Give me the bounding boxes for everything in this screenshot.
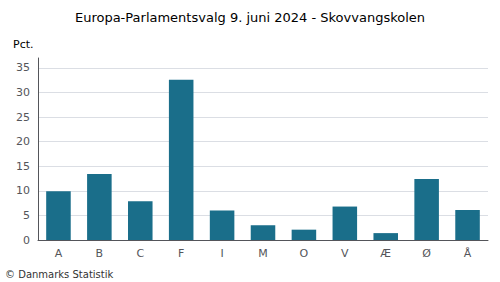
svg-text:0: 0 xyxy=(23,234,30,247)
svg-text:5: 5 xyxy=(23,209,30,222)
svg-text:F: F xyxy=(178,247,184,260)
svg-text:M: M xyxy=(258,247,268,260)
svg-text:20: 20 xyxy=(16,135,30,148)
svg-text:C: C xyxy=(136,247,144,260)
svg-text:25: 25 xyxy=(16,111,30,124)
svg-text:Å: Å xyxy=(464,247,472,260)
svg-text:O: O xyxy=(300,247,309,260)
svg-text:Æ: Æ xyxy=(380,247,391,260)
svg-text:10: 10 xyxy=(16,184,30,197)
svg-text:A: A xyxy=(55,247,63,260)
svg-text:© Danmarks Statistik: © Danmarks Statistik xyxy=(5,269,114,280)
svg-text:B: B xyxy=(96,247,104,260)
svg-text:Pct.: Pct. xyxy=(13,38,34,51)
svg-text:Ø: Ø xyxy=(422,247,431,260)
svg-text:35: 35 xyxy=(16,61,30,74)
svg-text:Europa-Parlamentsvalg 9. juni: Europa-Parlamentsvalg 9. juni 2024 - Sko… xyxy=(75,10,425,25)
svg-text:30: 30 xyxy=(16,86,30,99)
svg-text:15: 15 xyxy=(16,160,30,173)
svg-text:I: I xyxy=(220,247,223,260)
svg-text:V: V xyxy=(341,247,349,260)
